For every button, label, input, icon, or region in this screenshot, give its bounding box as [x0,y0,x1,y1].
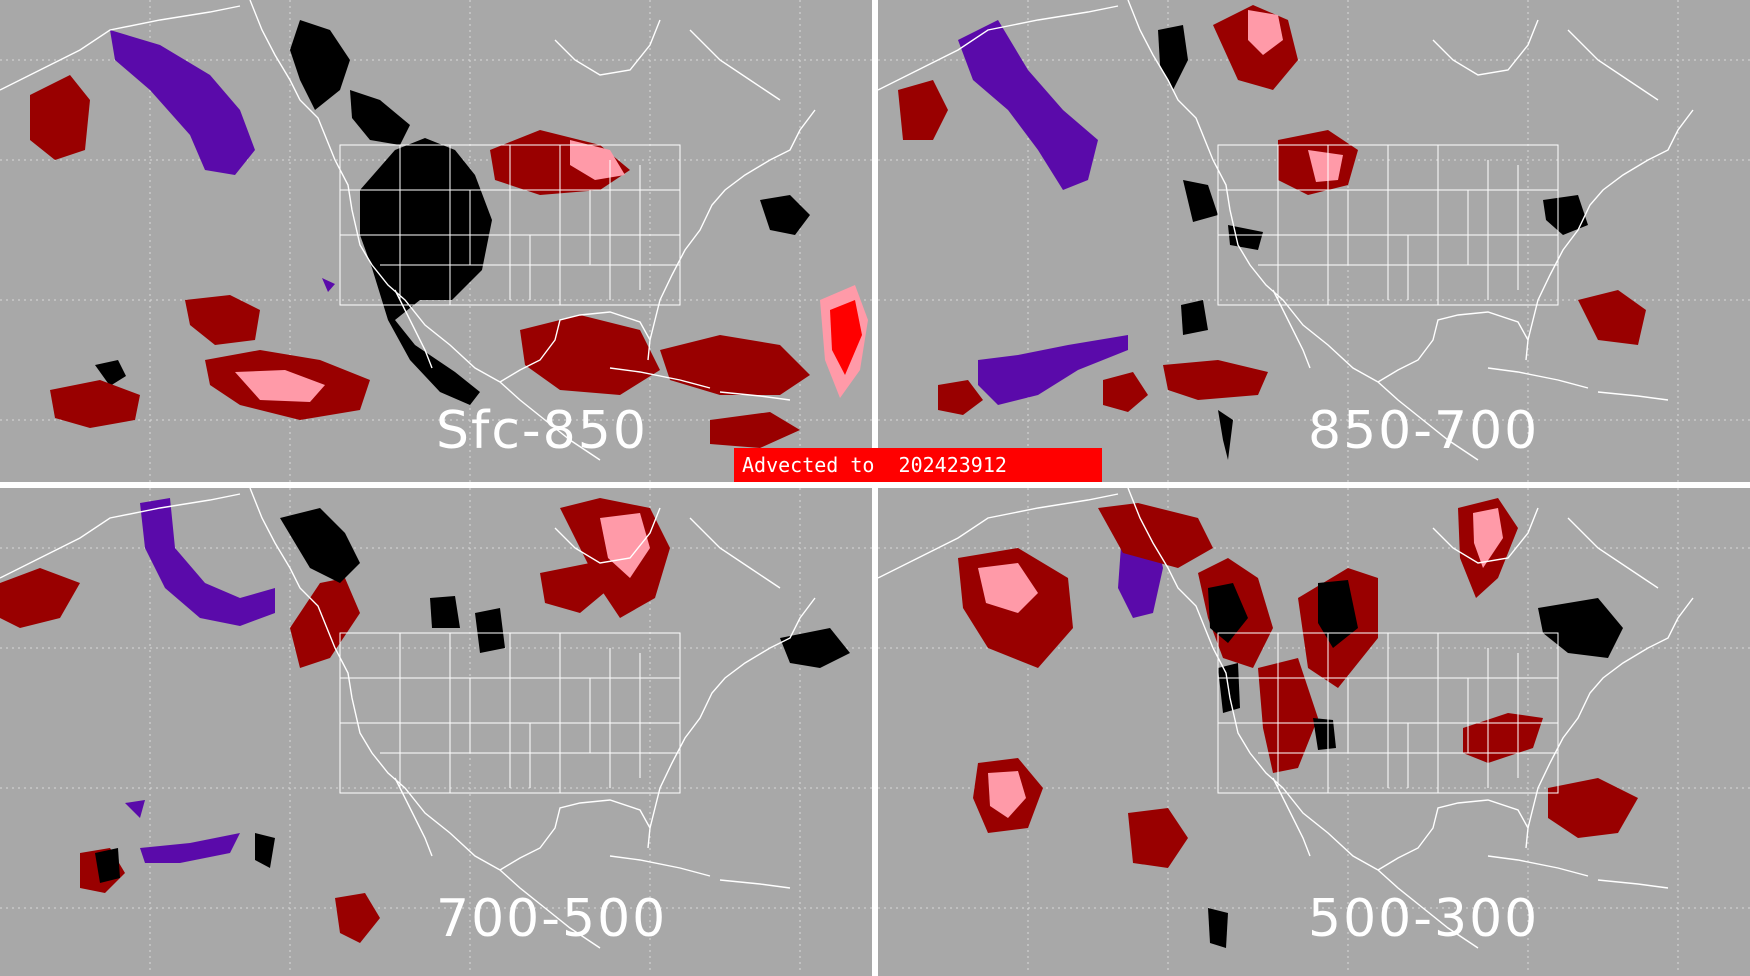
layer-blobs [898,5,1646,460]
layer-blobs [958,498,1638,948]
panel-700-500 [0,487,873,971]
panel-label-500-300: 500-300 [1308,889,1540,949]
panel-850-700 [877,0,1750,483]
panel-500-300 [877,487,1750,971]
layer-blobs [30,20,868,448]
panel-label-850-700: 850-700 [1308,401,1540,461]
panel-label-sfc-850: Sfc-850 [436,401,648,461]
panel-sfc-850 [0,0,873,483]
advected-to-banner: Advected to 202423912 [734,448,1102,482]
panel-label-700-500: 700-500 [436,889,668,949]
layer-blobs [0,498,850,943]
